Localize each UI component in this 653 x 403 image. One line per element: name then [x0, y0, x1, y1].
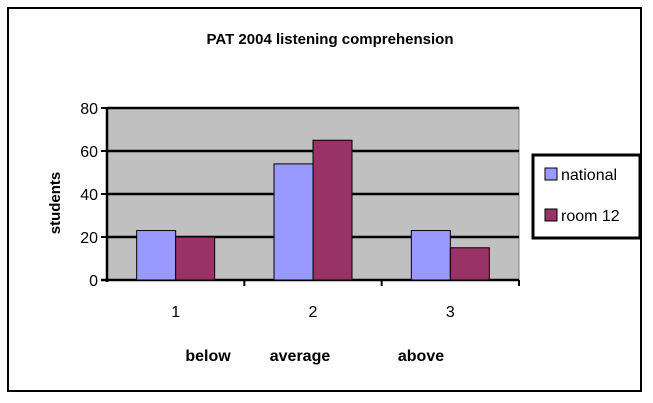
plot-area: 0 20 40 60 80 1 2 3 below average above	[80, 101, 520, 365]
legend-swatch	[544, 208, 558, 222]
y-tick-label: 60	[80, 144, 98, 161]
y-tick-label: 20	[80, 230, 98, 247]
x-tick-label: 2	[309, 304, 318, 321]
bar-room-12-3	[449, 247, 490, 281]
bar-national-1	[136, 230, 177, 281]
legend-label: national	[561, 167, 617, 184]
bar-national-3	[410, 230, 451, 281]
y-tick-label: 40	[80, 187, 98, 204]
y-tick-label: 0	[89, 273, 98, 290]
x-tick-label: 3	[446, 304, 455, 321]
x-tick-label: 1	[171, 304, 180, 321]
chart-title: PAT 2004 listening comprehension	[206, 31, 453, 48]
bar-room-12-1	[175, 236, 216, 281]
category-note: above	[398, 348, 444, 365]
category-note: average	[270, 348, 331, 365]
legend-swatch	[544, 167, 558, 181]
y-axis-label: students	[47, 172, 64, 235]
bar-national-2	[273, 163, 314, 281]
bar-room-12-2	[312, 139, 353, 281]
legend: national room 12	[531, 153, 642, 240]
category-note: below	[185, 348, 231, 365]
y-tick-label: 80	[80, 101, 98, 118]
legend-label: room 12	[561, 208, 620, 225]
